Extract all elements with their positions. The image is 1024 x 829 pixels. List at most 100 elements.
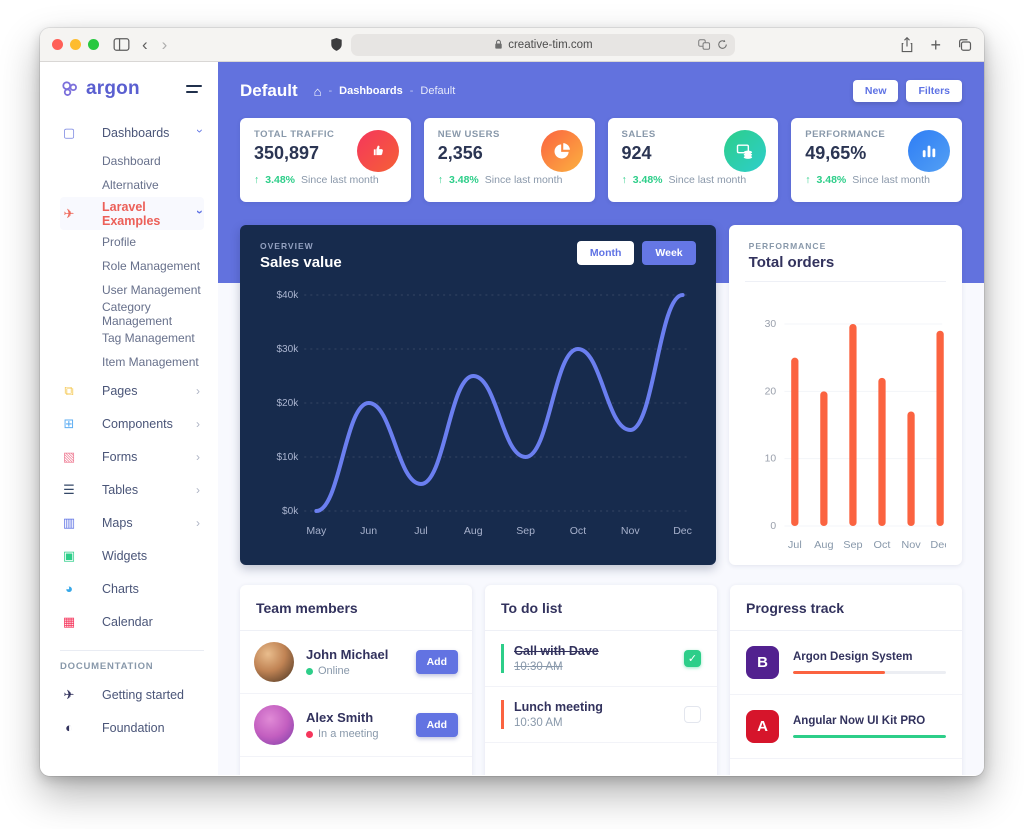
svg-text:Dec: Dec (930, 539, 946, 551)
chevron-down-icon: › (193, 128, 207, 133)
todo-checkbox-checked[interactable]: ✓ (684, 650, 701, 667)
tv-icon: ▢ (62, 124, 76, 140)
svg-text:Nov: Nov (621, 525, 641, 537)
sidebar-item-alternative[interactable]: Alternative (102, 178, 159, 192)
sidebar-item-item-management[interactable]: Item Management (102, 355, 199, 369)
delta-up-arrow: ↑ (621, 174, 627, 186)
sidebar-toggle-icon[interactable] (113, 37, 130, 52)
team-member-row: Alex Smith In a meeting Add (240, 694, 472, 757)
svg-text:$40k: $40k (276, 290, 299, 301)
sidebar-item-foundation[interactable]: ◐ Foundation (60, 711, 204, 744)
shield-icon[interactable] (330, 37, 343, 52)
add-member-button[interactable]: Add (415, 650, 458, 674)
sidebar-item-profile[interactable]: Profile (102, 235, 137, 249)
minimize-window-button[interactable] (70, 39, 81, 50)
sidebar-item-tag-management[interactable]: Tag Management (102, 331, 195, 345)
sidebar-item-laravel-examples[interactable]: ✈ Laravel Examples › (60, 197, 207, 230)
map-icon: ▥ (62, 514, 76, 530)
svg-text:Oct: Oct (873, 539, 890, 551)
new-tab-button[interactable]: + (930, 34, 941, 55)
svg-text:$30k: $30k (276, 344, 299, 355)
bar-chart-icon (908, 130, 950, 172)
translate-icon[interactable] (698, 39, 711, 50)
pie-chart-icon: ◕ (65, 581, 73, 596)
check-icon: ✓ (687, 653, 698, 665)
back-button[interactable]: ‹ (142, 35, 148, 54)
sidebar: argon ▢ Dashboards › Dashboard Alternati… (40, 62, 218, 775)
lock-icon (494, 39, 503, 50)
team-members-title: Team members (256, 600, 358, 616)
sidebar-item-user-management[interactable]: User Management (102, 283, 201, 297)
progress-row: B Argon Design System (730, 631, 962, 695)
svg-text:$0k: $0k (282, 506, 299, 517)
svg-text:0: 0 (770, 521, 776, 532)
team-member-row: John Michael Online Add (240, 631, 472, 694)
sidebar-divider (60, 650, 204, 651)
close-window-button[interactable] (52, 39, 63, 50)
calendar-icon: ▦ (62, 613, 76, 629)
svg-text:$10k: $10k (276, 452, 299, 463)
tabs-overview-icon[interactable] (957, 38, 972, 52)
team-members-card: Team members John Michael Online Add Ale… (240, 585, 472, 775)
pie-chart-icon (540, 130, 583, 172)
url-text: creative-tim.com (508, 38, 593, 51)
todo-list-title: To do list (501, 600, 563, 616)
home-icon[interactable]: ⌂ (313, 83, 322, 99)
argon-logo-text[interactable]: argon (86, 78, 140, 99)
avatar[interactable] (254, 705, 294, 745)
zoom-window-button[interactable] (88, 39, 99, 50)
svg-text:Aug: Aug (464, 525, 483, 537)
svg-text:$20k: $20k (276, 398, 299, 409)
sidebar-item-calendar[interactable]: ▦ Calendar (60, 605, 204, 638)
sidebar-item-dashboard[interactable]: Dashboard (102, 154, 161, 168)
align-lines-icon: ☰ (63, 481, 75, 497)
delta-up-arrow: ↑ (254, 174, 260, 186)
performance-kicker: PERFORMANCE (748, 241, 827, 251)
sidebar-item-tables[interactable]: ☰ Tables › (60, 473, 204, 506)
sidebar-item-role-management[interactable]: Role Management (102, 259, 201, 273)
todo-checkbox-unchecked[interactable] (684, 706, 701, 723)
ui-grid-icon: ⊞ (63, 415, 75, 431)
progress-row: A Angular Now UI Kit PRO (730, 695, 962, 759)
sidebar-item-pages[interactable]: ⧉ Pages › (60, 374, 204, 407)
sidebar-item-charts[interactable]: ◕ Charts (60, 572, 204, 605)
orders-bar-chart: 0 10 20 30 Jul Aug Sep Oct Nov Dec (764, 319, 950, 551)
sidebar-item-components[interactable]: ⊞ Components › (60, 407, 204, 440)
svg-text:20: 20 (764, 386, 776, 397)
sidebar-item-maps[interactable]: ▥ Maps › (60, 506, 204, 539)
sidebar-item-forms[interactable]: ▧ Forms › (60, 440, 204, 473)
stat-card-performance: PERFORMANCE 49,65% ↑ 3.48% Since last mo… (791, 118, 962, 202)
reload-icon[interactable] (717, 39, 728, 50)
svg-text:Jun: Jun (360, 525, 377, 537)
thumbs-up-icon (356, 130, 399, 172)
add-member-button[interactable]: Add (415, 713, 458, 737)
address-bar[interactable]: creative-tim.com (351, 33, 736, 56)
new-button[interactable]: New (852, 80, 899, 102)
sidebar-item-widgets[interactable]: ▣ Widgets (60, 539, 204, 572)
svg-text:Dec: Dec (673, 525, 692, 537)
widgets-box-icon: ▣ (62, 547, 76, 563)
filters-button[interactable]: Filters (906, 80, 962, 102)
breadcrumb-dashboards[interactable]: Dashboards (339, 85, 403, 97)
week-toggle-button[interactable]: Week (642, 241, 696, 265)
svg-text:Nov: Nov (901, 539, 921, 551)
forward-button[interactable]: › (161, 35, 168, 54)
stat-card-sales: SALES 924 ↑ 3.48% Since last month (607, 118, 779, 202)
sidebar-item-getting-started[interactable]: ✈ Getting started (60, 678, 204, 711)
stat-card-new-users: NEW USERS 2,356 ↑ 3.48% Since last month (423, 118, 595, 202)
sidebar-item-dashboards[interactable]: ▢ Dashboards › (60, 116, 207, 149)
avatar[interactable] (254, 642, 294, 682)
documentation-section-label: DOCUMENTATION (60, 661, 154, 672)
copies-icon: ⧉ (64, 382, 74, 398)
chevron-right-icon: › (196, 515, 200, 530)
sidenav-collapse-icon[interactable] (186, 85, 204, 93)
sidebar-item-category-management[interactable]: Category Management (102, 300, 173, 328)
delta-up-arrow: ↑ (437, 174, 443, 186)
month-toggle-button[interactable]: Month (576, 241, 635, 265)
main-content: Default ⌂ - Dashboards - Default New Fil… (218, 62, 984, 775)
sales-line-chart: $0k $10k $20k $30k $40k May Jun Jul Aug Sep Oct Nov… (276, 290, 692, 537)
chevron-right-icon: › (196, 383, 200, 398)
share-icon[interactable] (900, 36, 914, 53)
progress-track-title: Progress track (746, 600, 845, 616)
coins-icon (724, 130, 767, 172)
